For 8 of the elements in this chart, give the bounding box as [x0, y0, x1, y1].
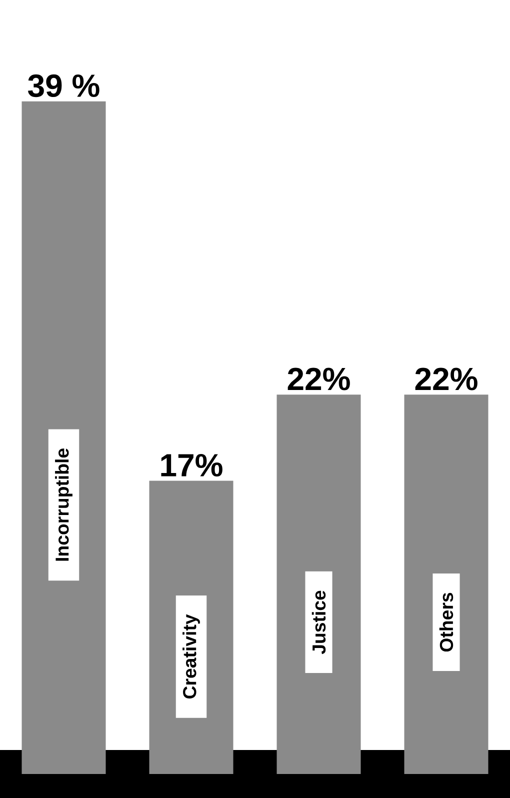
data-label: 22% — [415, 368, 478, 390]
data-label: 39 % — [28, 74, 100, 98]
data-label: 22% — [288, 368, 350, 390]
x-tick-label: Creativity — [182, 614, 200, 698]
x-tick-label: Incorruptible — [55, 448, 72, 561]
data-label: 17% — [161, 454, 222, 477]
x-tick-label: Justice — [312, 590, 326, 654]
x-tick-label: Others — [439, 592, 454, 652]
